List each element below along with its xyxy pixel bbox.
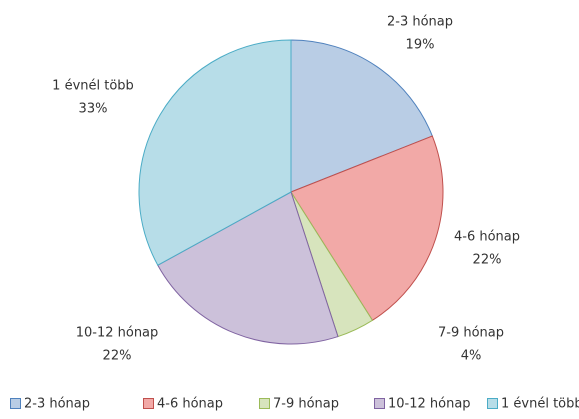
- pie-slice: [157, 191, 339, 345]
- legend-label: 4-6 hónap: [157, 397, 223, 412]
- pie-slice: [290, 39, 433, 193]
- legend-label: 7-9 hónap: [273, 397, 339, 412]
- legend-swatch: [10, 398, 21, 409]
- legend-swatch: [259, 398, 270, 409]
- legend-label: 10-12 hónap: [388, 397, 471, 412]
- slice-value-label: 33%: [79, 102, 108, 117]
- legend-swatch: [374, 398, 385, 409]
- slice-value-label: 22%: [103, 349, 132, 364]
- slice-value-label: 4%: [461, 349, 482, 364]
- legend-label: 2-3 hónap: [24, 397, 90, 412]
- pie-slice: [290, 135, 444, 322]
- slice-value-label: 22%: [473, 253, 502, 268]
- legend-swatch: [143, 398, 154, 409]
- slice-label: 1 évnél több: [52, 79, 134, 94]
- pie-slice: [138, 39, 292, 266]
- slice-label: 2-3 hónap: [387, 15, 453, 30]
- slice-label: 10-12 hónap: [76, 326, 159, 341]
- slice-value-label: 19%: [406, 38, 435, 53]
- slice-label: 7-9 hónap: [438, 326, 504, 341]
- legend-swatch: [487, 398, 498, 409]
- slice-label: 4-6 hónap: [454, 230, 520, 245]
- legend-label: 1 évnél több: [501, 397, 579, 412]
